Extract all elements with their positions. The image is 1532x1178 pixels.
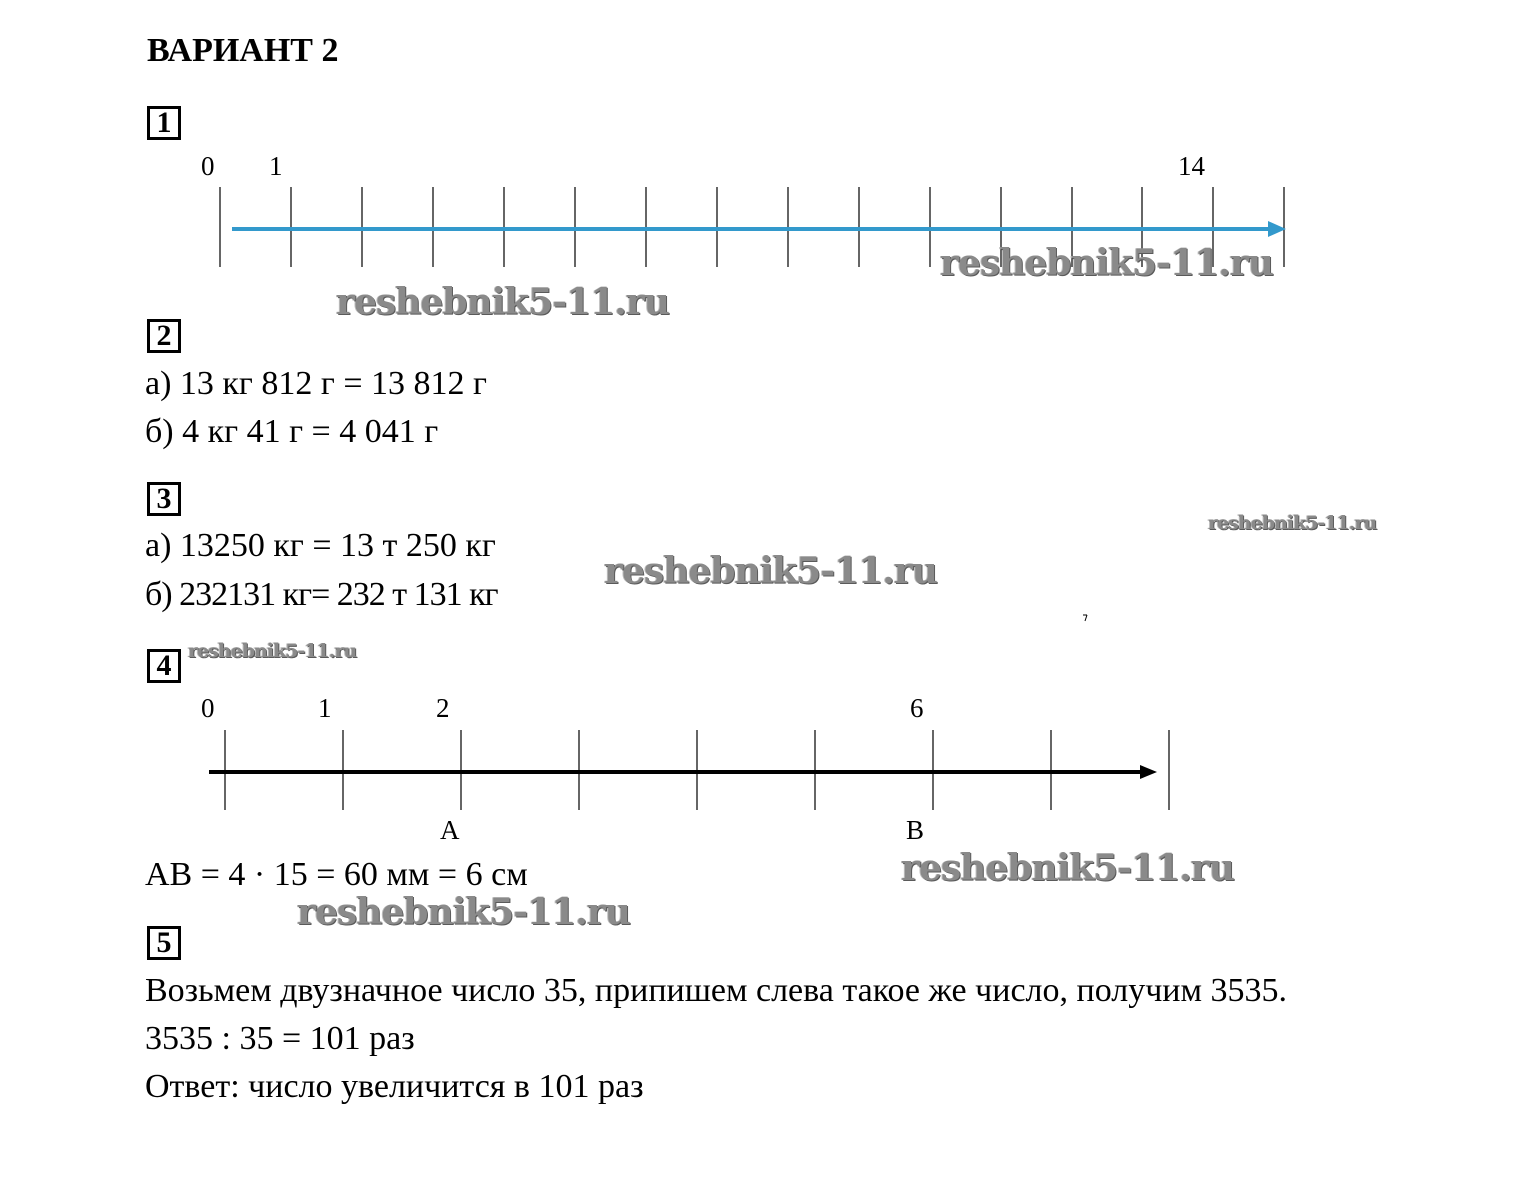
t1-label-14: 14 bbox=[1178, 151, 1205, 181]
task-number-2: 2 bbox=[147, 319, 181, 353]
watermark: reshebnik5-11.ru bbox=[188, 640, 357, 662]
page-title: ВАРИАНТ 2 bbox=[147, 32, 339, 69]
stray-mark bbox=[1083, 614, 1088, 622]
watermark: reshebnik5-11.ru bbox=[336, 281, 670, 323]
t4-label-6: 6 bbox=[910, 693, 924, 723]
t4-label-2: 2 bbox=[436, 693, 450, 723]
t5-line-2: 3535 : 35 = 101 раз bbox=[145, 1020, 415, 1057]
t3-line-b: б) 232131 кг= 232 т 131 кг bbox=[145, 576, 499, 613]
t2-line-b: б) 4 кг 41 г = 4 041 г bbox=[145, 413, 439, 450]
t3-line-a: а) 13250 кг = 13 т 250 кг bbox=[145, 527, 496, 564]
point-a-label: А bbox=[440, 815, 460, 845]
t1-number-line bbox=[219, 187, 1286, 267]
watermark: reshebnik5-11.ru bbox=[940, 242, 1274, 284]
t1-label-1: 1 bbox=[269, 151, 283, 181]
task-number-1: 1 bbox=[147, 106, 181, 140]
watermark: reshebnik5-11.ru bbox=[901, 847, 1235, 889]
watermark: reshebnik5-11.ru bbox=[604, 550, 938, 592]
t2-line-a: а) 13 кг 812 г = 13 812 г bbox=[145, 365, 487, 402]
task-number-4: 4 bbox=[147, 649, 181, 683]
t5-line-1: Возьмем двузначное число 35, припишем сл… bbox=[145, 972, 1288, 1009]
t5-line-3: Ответ: число увеличится в 101 раз bbox=[145, 1068, 644, 1105]
task-number-3: 3 bbox=[147, 482, 181, 516]
task-number-5: 5 bbox=[147, 926, 181, 960]
watermark: reshebnik5-11.ru bbox=[1208, 512, 1377, 534]
t4-number-line bbox=[209, 730, 1170, 810]
t4-formula: АВ = 4 · 15 = 60 мм = 6 см bbox=[145, 856, 528, 893]
t4-label-1: 1 bbox=[318, 693, 332, 723]
t4-label-0: 0 bbox=[201, 693, 215, 723]
point-b-label: В bbox=[906, 815, 925, 845]
t1-label-0: 0 bbox=[201, 151, 215, 181]
watermark: reshebnik5-11.ru bbox=[297, 891, 631, 933]
